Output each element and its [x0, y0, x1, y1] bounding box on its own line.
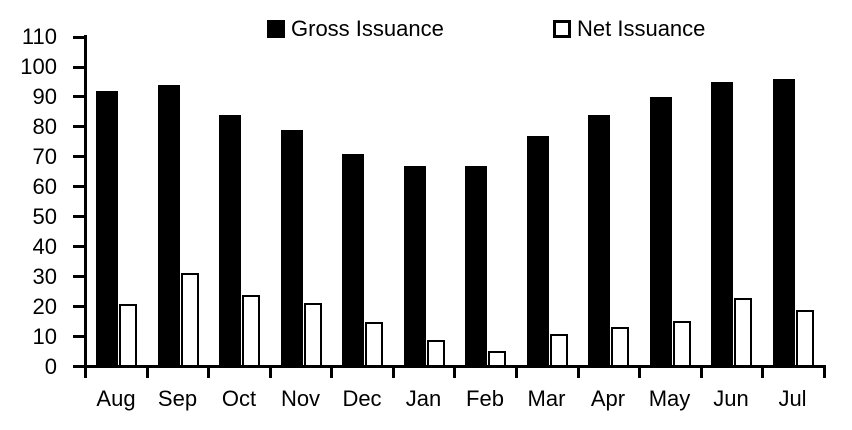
- y-axis-tick: [73, 65, 85, 69]
- gross-issuance-bar: [219, 115, 241, 367]
- net-issuance-bar: [242, 295, 260, 367]
- legend-item-gross-issuance: Gross Issuance: [267, 17, 444, 41]
- gross-issuance-bar: [588, 115, 610, 367]
- x-axis-tick: [515, 365, 518, 378]
- y-axis-tick-label: 80: [32, 113, 57, 139]
- gross-issuance-swatch-icon: [267, 20, 285, 38]
- x-axis-tick: [638, 365, 641, 378]
- y-axis-tick-label: 0: [44, 353, 57, 379]
- gross-issuance-bar: [403, 166, 426, 367]
- y-axis-tick: [73, 365, 85, 368]
- gross-issuance-bar: [280, 130, 303, 367]
- x-axis-category-label: Dec: [342, 386, 382, 411]
- y-axis-tick: [73, 335, 85, 339]
- x-axis-tick: [146, 365, 149, 378]
- net-issuance-bar: [488, 350, 506, 367]
- x-axis-tick: [823, 365, 826, 378]
- y-axis-tick-label: 90: [32, 83, 57, 109]
- y-axis-tick-label: 100: [20, 54, 57, 79]
- y-axis-tick-label: 70: [32, 143, 57, 169]
- gross-issuance-bar: [465, 166, 487, 367]
- x-axis-category-label: Apr: [590, 386, 626, 411]
- x-axis-category-label: Oct: [221, 386, 257, 411]
- net-issuance-bar: [426, 340, 445, 367]
- y-axis-tick-label: 110: [21, 24, 57, 50]
- legend: Gross Issuance Net Issuance: [0, 0, 852, 48]
- gross-issuance-bar: [157, 85, 180, 367]
- x-axis-tick: [269, 365, 272, 378]
- x-axis-tick: [330, 365, 333, 378]
- y-axis-tick-label: 60: [32, 173, 57, 199]
- x-axis-category-label: Jan: [405, 386, 442, 411]
- y-axis-tick: [73, 275, 85, 279]
- gross-issuance-bar: [526, 136, 549, 367]
- legend-label-gross-issuance: Gross Issuance: [291, 16, 444, 41]
- y-axis-tick-label: 20: [32, 293, 57, 319]
- x-axis-category-label: Mar: [527, 386, 566, 411]
- y-axis-tick: [73, 125, 85, 129]
- y-axis-line: [84, 35, 87, 369]
- net-issuance-bar: [795, 310, 814, 367]
- x-axis-tick: [84, 365, 87, 378]
- net-issuance-swatch-icon: [553, 20, 571, 38]
- y-axis-tick-label: 50: [32, 203, 57, 229]
- x-axis-tick: [392, 365, 395, 378]
- gross-issuance-bar: [649, 97, 672, 367]
- net-issuance-bar: [119, 304, 137, 367]
- net-issuance-bar: [611, 326, 629, 367]
- gross-issuance-bar: [96, 91, 118, 367]
- x-axis-tick: [700, 365, 703, 378]
- y-axis-tick: [73, 155, 85, 159]
- net-issuance-bar: [734, 298, 752, 367]
- gross-issuance-bar: [342, 154, 364, 367]
- y-axis-tick: [73, 95, 85, 99]
- y-axis-tick: [73, 215, 85, 219]
- y-axis-tick-label: 10: [32, 323, 57, 349]
- x-axis-category-label: May: [648, 386, 691, 411]
- y-axis-tick-label: 30: [32, 263, 57, 289]
- x-axis-tick: [577, 365, 580, 378]
- net-issuance-bar: [180, 272, 199, 367]
- net-issuance-bar: [549, 334, 568, 367]
- y-axis-tick-label: 40: [32, 233, 57, 259]
- net-issuance-bar: [672, 320, 691, 367]
- x-axis-tick: [207, 365, 210, 378]
- x-axis-tick: [761, 365, 764, 378]
- y-axis-tick: [73, 305, 85, 309]
- gross-issuance-bar: [772, 79, 795, 367]
- net-issuance-bar: [303, 302, 322, 367]
- y-axis-tick: [73, 245, 85, 249]
- x-axis-category-label: Feb: [466, 386, 504, 411]
- net-issuance-bar: [365, 322, 383, 367]
- x-axis-category-label: Sep: [157, 386, 198, 411]
- x-axis-category-label: Jul: [778, 386, 807, 411]
- x-axis-tick: [453, 365, 456, 378]
- x-axis-category-label: Jun: [713, 386, 749, 411]
- legend-item-net-issuance: Net Issuance: [553, 17, 705, 41]
- y-axis-tick: [73, 35, 85, 39]
- x-axis-category-label: Aug: [96, 386, 136, 411]
- legend-label-net-issuance: Net Issuance: [577, 16, 706, 41]
- x-axis-category-label: Nov: [280, 386, 321, 411]
- gross-issuance-bar: [711, 82, 733, 367]
- y-axis-tick: [73, 185, 85, 189]
